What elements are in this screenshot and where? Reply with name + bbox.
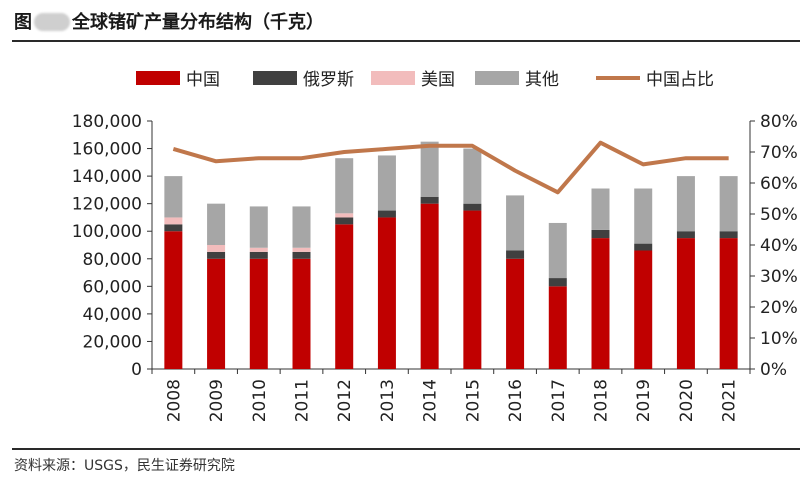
bar-segment <box>377 217 396 369</box>
bar-segment <box>548 286 567 369</box>
legend-swatch <box>136 71 180 85</box>
bar-segment <box>292 251 311 259</box>
x-tick-label: 2008 <box>164 379 184 422</box>
title-divider <box>12 40 800 42</box>
y-tick-label-left: 140,000 <box>72 167 142 187</box>
share-line <box>172 140 729 195</box>
x-tick-label: 2018 <box>592 379 612 422</box>
bar-segment <box>207 245 226 252</box>
bar-segment <box>548 222 567 279</box>
x-tick-label: 2015 <box>463 379 483 422</box>
bar-segment <box>164 217 183 225</box>
x-tick-label: 2019 <box>634 379 654 422</box>
x-tick-label: 2021 <box>720 379 740 422</box>
y-tick-label-left: 60,000 <box>83 277 142 297</box>
x-tick-label: 2010 <box>250 379 270 422</box>
bar-segment <box>506 250 525 259</box>
bar-segment <box>249 247 268 252</box>
legend-label: 俄罗斯 <box>303 70 354 90</box>
bar-segment <box>249 251 268 259</box>
bar-segment <box>634 250 653 369</box>
title-text: 全球锗矿产量分布结构（千克） <box>72 12 324 33</box>
legend-swatch <box>253 71 297 85</box>
bar-segment <box>335 213 354 218</box>
bar-segment <box>676 231 695 239</box>
bar-segment <box>420 203 439 369</box>
x-tick-label: 2020 <box>677 379 697 422</box>
bar-segment <box>335 217 354 225</box>
bar-segment <box>377 155 396 211</box>
legend-label: 中国 <box>186 70 220 90</box>
x-tick-label: 2011 <box>293 379 313 422</box>
bar-segment <box>591 229 610 239</box>
y-tick-label-right: 70% <box>760 143 798 163</box>
bar-segment <box>591 188 610 230</box>
x-tick-label: 2014 <box>421 379 441 422</box>
bar-segment <box>719 238 738 369</box>
y-tick-label-right: 60% <box>760 174 798 194</box>
y-tick-label-left: 100,000 <box>72 222 142 242</box>
y-tick-label-right: 10% <box>760 329 798 349</box>
bar-segment <box>420 196 439 204</box>
bar-segment <box>719 176 738 232</box>
bar-segment <box>249 258 268 369</box>
bar-segment <box>292 206 311 248</box>
bar-segment <box>591 238 610 369</box>
bar-segment <box>463 210 482 369</box>
bar-segment <box>506 195 525 251</box>
y-tick-label-right: 20% <box>760 298 798 318</box>
chart-title: 图 全球锗矿产量分布结构（千克） <box>14 8 324 34</box>
redacted-figure-number <box>34 13 70 31</box>
bar-segment <box>164 224 183 232</box>
footer-divider <box>12 448 800 450</box>
legend-swatch <box>371 71 415 85</box>
bar-segment <box>676 238 695 369</box>
bar-segment <box>506 258 525 369</box>
bar-segment <box>249 206 268 248</box>
x-tick-label: 2016 <box>506 379 526 422</box>
x-tick-label: 2017 <box>549 379 569 422</box>
y-tick-label-left: 80,000 <box>83 250 142 270</box>
title-prefix: 图 <box>14 12 32 33</box>
legend-swatch <box>475 71 519 85</box>
legend-label: 中国占比 <box>646 70 714 90</box>
bar-segment <box>634 243 653 251</box>
bar-segment <box>719 231 738 239</box>
y-tick-label-left: 20,000 <box>83 332 142 352</box>
x-tick-label: 2012 <box>335 379 355 422</box>
y-tick-label-right: 30% <box>760 267 798 287</box>
bar-segment <box>164 231 183 369</box>
source-note: 资料来源：USGS，民生证券研究院 <box>14 458 235 474</box>
y-tick-label-left: 120,000 <box>72 195 142 215</box>
bar-segment <box>676 176 695 232</box>
bar-segment <box>634 188 653 244</box>
bar-segment <box>292 247 311 252</box>
bar-segment <box>463 203 482 211</box>
y-tick-label-right: 0% <box>760 360 787 380</box>
y-tick-label-left: 160,000 <box>72 140 142 160</box>
bar-segment <box>164 176 183 218</box>
bar-segment <box>463 148 482 204</box>
y-tick-label-left: 180,000 <box>72 112 142 132</box>
bar-segment <box>207 203 226 245</box>
bar-segment <box>207 251 226 259</box>
y-tick-label-right: 40% <box>760 236 798 256</box>
y-tick-label-right: 80% <box>760 112 798 132</box>
bar-segment <box>292 258 311 369</box>
bar-segment <box>207 258 226 369</box>
legend-label: 美国 <box>421 70 455 90</box>
x-tick-label: 2013 <box>378 379 398 422</box>
bar-segment <box>548 278 567 287</box>
y-tick-label-left: 0 <box>131 360 142 380</box>
legend-label: 其他 <box>525 70 559 90</box>
y-tick-label-right: 50% <box>760 205 798 225</box>
bar-segment <box>377 210 396 218</box>
bar-segment <box>420 141 439 197</box>
bar-segment <box>335 158 354 214</box>
bar-segment <box>335 224 354 369</box>
y-tick-label-left: 40,000 <box>83 305 142 325</box>
x-tick-label: 2009 <box>207 379 227 422</box>
